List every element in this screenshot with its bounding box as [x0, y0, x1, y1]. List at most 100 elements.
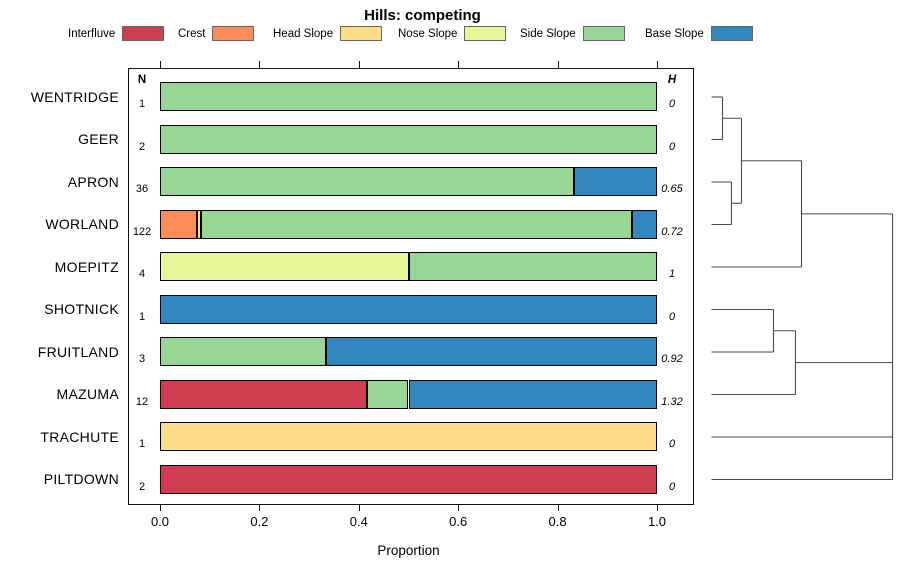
legend-swatch [710, 26, 753, 41]
bar-segment [197, 209, 202, 239]
n-value: 3 [138, 353, 146, 365]
legend-item: Interfluve [68, 25, 165, 42]
bar-segment [408, 379, 657, 409]
bar-segment [325, 337, 657, 366]
legend-swatch [464, 26, 507, 41]
y-axis-label: APRON [67, 173, 119, 190]
chart-title: Hills: competing [364, 7, 481, 24]
bar-segment [160, 82, 657, 111]
x-tick-label: 0.0 [150, 514, 170, 529]
bottom-tick [358, 504, 360, 511]
h-value: 0 [668, 310, 676, 323]
h-value: 1 [668, 268, 676, 280]
bar-segment [160, 379, 368, 409]
bar-segment [160, 464, 657, 494]
top-tick [259, 61, 261, 68]
top-tick [557, 61, 559, 68]
h-value: 0 [668, 438, 676, 450]
y-axis-label: PILTDOWN [43, 471, 119, 487]
y-axis-label: GEER [78, 131, 119, 147]
stacked-bar [160, 337, 657, 366]
bar-segment [160, 294, 657, 324]
n-value: 2 [138, 480, 146, 493]
legend-label: Head Slope [273, 27, 334, 40]
n-value: 1 [138, 438, 146, 450]
bottom-tick [657, 504, 658, 511]
top-tick [657, 61, 658, 68]
n-value: 1 [138, 98, 146, 110]
bar-segment [632, 209, 657, 239]
y-axis-label: WENTRIDGE [30, 88, 119, 105]
bottom-tick [259, 504, 261, 511]
legend-label: Crest [178, 27, 206, 40]
bar-segment [160, 337, 326, 366]
top-tick [160, 61, 161, 68]
bar-segment [201, 209, 633, 239]
x-tick-label: 1.0 [647, 514, 667, 529]
legend-label: Interfluve [68, 27, 116, 40]
n-value: 1 [138, 310, 146, 323]
h-value: 1.32 [661, 395, 683, 408]
bar-segment [367, 379, 409, 409]
stacked-bar [160, 422, 657, 451]
h-value: 0 [668, 140, 676, 153]
stacked-bar [160, 167, 657, 196]
stacked-bar [160, 252, 657, 281]
h-value: 0.72 [661, 225, 683, 238]
n-value: 12 [135, 395, 149, 408]
n-value: 36 [135, 183, 149, 195]
legend-item: Crest [178, 25, 255, 42]
bar-segment [160, 209, 198, 239]
x-tick-label: 0.2 [250, 514, 269, 529]
y-axis-label: FRUITLAND [37, 343, 119, 360]
h-value: 0 [668, 480, 676, 493]
h-column-header: H [667, 74, 677, 86]
y-axis-label: MOEPITZ [54, 258, 119, 275]
h-value: 0.65 [661, 183, 683, 195]
n-column-header: N [137, 74, 147, 86]
legend-item: Base Slope [645, 25, 753, 42]
stacked-bar [160, 294, 657, 324]
stacked-bar [160, 379, 657, 409]
legend-swatch [122, 26, 165, 41]
bottom-tick [160, 504, 161, 511]
bottom-tick [557, 504, 559, 511]
legend-label: Side Slope [520, 27, 576, 40]
legend-label: Base Slope [645, 27, 704, 40]
n-value: 4 [138, 268, 146, 280]
bar-segment [408, 252, 657, 281]
legend-swatch [582, 26, 625, 41]
legend-label: Nose Slope [398, 27, 458, 40]
stacked-bar [160, 209, 657, 239]
legend-item: Side Slope [520, 25, 625, 42]
legend-swatch [340, 26, 383, 41]
bar-segment [160, 252, 409, 281]
bar-segment [574, 167, 657, 196]
x-axis-title: Proportion [377, 543, 440, 558]
y-axis-label: SHOTNICK [44, 301, 119, 317]
y-axis-label: MAZUMA [56, 386, 119, 402]
h-value: 0 [668, 98, 676, 110]
stacked-bar [160, 124, 657, 154]
stacked-bar [160, 82, 657, 111]
legend-swatch [212, 26, 255, 41]
bar-segment [160, 124, 657, 154]
y-axis-label: TRACHUTE [40, 428, 119, 445]
n-value: 122 [132, 225, 152, 238]
bar-segment [160, 422, 657, 451]
legend-item: Nose Slope [398, 25, 507, 42]
x-tick-label: 0.4 [349, 514, 368, 529]
x-tick-label: 0.6 [449, 514, 468, 529]
top-tick [458, 61, 460, 68]
legend-item: Head Slope [273, 25, 383, 42]
bottom-tick [458, 504, 460, 511]
stacked-bar [160, 464, 657, 494]
bar-segment [160, 167, 574, 196]
h-value: 0.92 [661, 353, 683, 365]
x-tick-label: 0.8 [548, 514, 567, 529]
y-axis-label: WORLAND [45, 216, 119, 232]
n-value: 2 [138, 140, 146, 153]
top-tick [358, 61, 360, 68]
